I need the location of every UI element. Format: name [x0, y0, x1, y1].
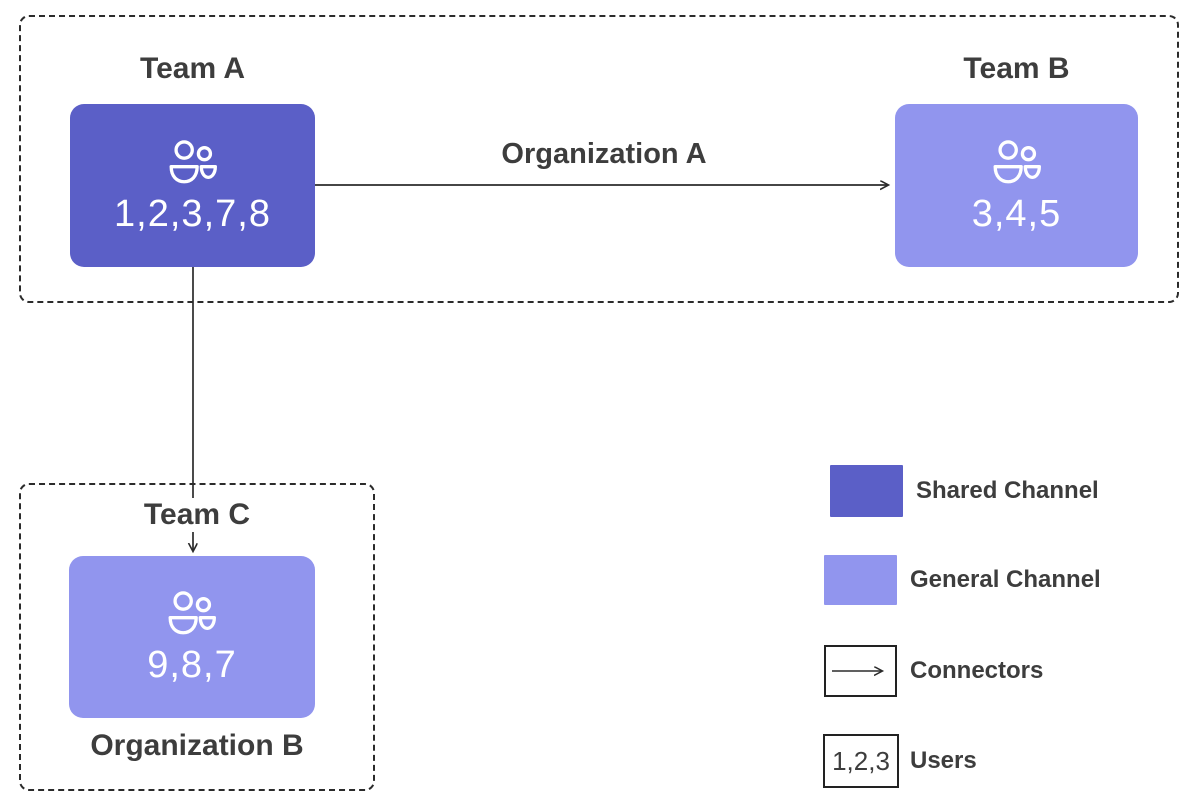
- team-c-title-text: Team C: [131, 498, 263, 532]
- team-b-users: 3,4,5: [971, 192, 1062, 235]
- team-a-users: 1,2,3,7,8: [114, 192, 271, 235]
- team-a-card: 1,2,3,7,8: [70, 104, 315, 267]
- team-c-card: 9,8,7: [69, 556, 315, 718]
- people-icon: [169, 139, 217, 183]
- shared-channel-label: Shared Channel: [916, 477, 1099, 504]
- people-icon: [993, 139, 1041, 183]
- users-sample-text: 1,2,3: [832, 746, 890, 776]
- organization-a-boundary: [19, 15, 1179, 303]
- team-a-title: Team A: [139, 52, 246, 85]
- users-label: Users: [910, 747, 977, 774]
- connectors-sample-box: [824, 645, 897, 697]
- team-b-card: 3,4,5: [895, 104, 1138, 267]
- users-sample-box: 1,2,3: [823, 734, 899, 788]
- organization-a-label: Organization A: [501, 138, 707, 170]
- general-channel-label: General Channel: [910, 566, 1101, 593]
- organization-b-label: Organization B: [90, 729, 304, 762]
- people-icon: [168, 591, 216, 635]
- team-c-title: Team C: [19, 498, 375, 532]
- connectors-label: Connectors: [910, 657, 1044, 684]
- organization-b-boundary: [19, 483, 375, 791]
- team-b-title: Team B: [963, 52, 1070, 85]
- general-channel-swatch: [824, 555, 897, 605]
- shared-channel-swatch: [830, 465, 903, 517]
- connector-arrow-icon: [831, 664, 892, 678]
- team-c-users: 9,8,7: [147, 644, 237, 686]
